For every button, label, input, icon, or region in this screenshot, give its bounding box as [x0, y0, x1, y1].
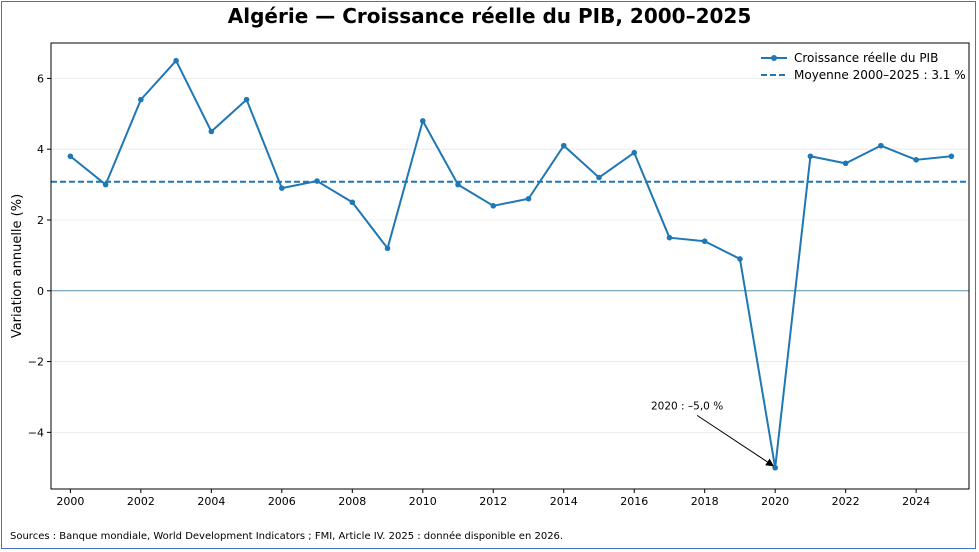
- data-point: [455, 181, 461, 188]
- series-line: [69, 59, 952, 469]
- x-tick-label: 2018: [691, 495, 719, 508]
- x-tick-label: 2002: [127, 495, 155, 508]
- y-tick-label: −2: [28, 356, 44, 369]
- data-point: [525, 195, 532, 202]
- y-tick-label: 2: [37, 214, 44, 227]
- chart-title: Algérie — Croissance réelle du PIB, 2000…: [227, 4, 752, 28]
- legend-series-marker-swatch: [771, 55, 777, 61]
- data-point: [279, 185, 285, 191]
- data-point: [772, 464, 778, 471]
- source-note: Sources : Banque mondiale, World Develop…: [10, 531, 564, 542]
- data-point: [173, 57, 179, 64]
- data-point: [842, 160, 849, 167]
- y-axis-label: Variation annuelle (%): [10, 194, 25, 338]
- data-point: [913, 157, 919, 163]
- data-point: [666, 234, 673, 241]
- annotation-arrow: [696, 414, 775, 467]
- data-point: [948, 153, 955, 160]
- data-point: [384, 245, 391, 252]
- data-point: [314, 178, 320, 184]
- y-tick-label: 6: [37, 72, 44, 85]
- x-tick-label: 2022: [832, 495, 860, 508]
- x-tick-label: 2016: [620, 495, 648, 508]
- x-tick-label: 2000: [56, 495, 84, 508]
- legend: Croissance réelle du PIB Moyenne 2000–20…: [761, 51, 966, 82]
- data-point: [807, 153, 814, 160]
- data-point: [138, 96, 144, 103]
- y-tick-label: 4: [37, 143, 44, 156]
- data-point: [208, 128, 215, 135]
- plot-area: [50, 42, 970, 490]
- x-tick-label: 2014: [550, 495, 578, 508]
- annotation-label: 2020 : –5,0 %: [651, 400, 723, 412]
- data-point: [102, 181, 109, 188]
- y-tick-label: −4: [28, 426, 44, 439]
- x-tick-label: 2020: [761, 495, 789, 508]
- data-point: [349, 199, 356, 206]
- y-tick-label: 0: [37, 285, 44, 298]
- data-point: [419, 118, 426, 124]
- x-tick-label: 2024: [902, 495, 930, 508]
- x-tick-label: 2004: [197, 495, 225, 508]
- x-tick-label: 2010: [409, 495, 437, 508]
- legend-series-label: Croissance réelle du PIB: [794, 51, 938, 65]
- x-tick-label: 2006: [268, 495, 296, 508]
- data-point: [67, 153, 74, 160]
- data-point: [596, 174, 602, 181]
- data-point: [701, 238, 708, 245]
- legend-mean-label: Moyenne 2000–2025 : 3.1 %: [794, 68, 966, 82]
- data-point: [490, 203, 497, 209]
- data-point: [878, 142, 884, 149]
- x-tick-label: 2012: [479, 495, 507, 508]
- data-point: [631, 149, 638, 156]
- x-tick-label: 2008: [338, 495, 366, 508]
- data-point: [560, 142, 567, 149]
- data-point: [737, 256, 743, 262]
- data-point: [243, 96, 250, 103]
